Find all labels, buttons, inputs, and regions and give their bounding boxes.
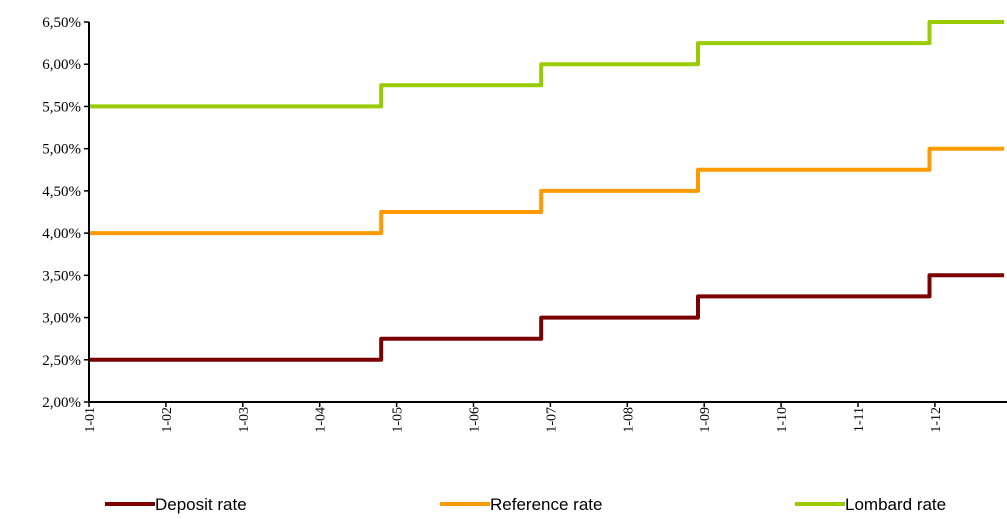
- x-tick-label: 1-04: [314, 407, 329, 433]
- x-tick-label: 1-11: [852, 407, 867, 432]
- legend: Deposit rate Reference rate Lombard rate: [105, 495, 946, 514]
- series-layer: [89, 20, 1005, 362]
- x-tick-label: 1-10: [775, 407, 790, 433]
- y-tick-label: 6,00%: [42, 57, 81, 73]
- legend-label: Deposit rate: [155, 495, 247, 514]
- x-tick-label: 1-06: [468, 407, 483, 433]
- y-tick-label: 2,00%: [42, 395, 81, 411]
- axes-layer: 2,00% 2,50% 3,00% 3,50% 4,00% 4,50% 5,00% 5,50%…: [42, 15, 1007, 433]
- y-tick-label: 2,50%: [42, 353, 81, 369]
- y-tick-label: 4,00%: [42, 226, 81, 242]
- y-tick-label: 5,50%: [42, 99, 81, 115]
- x-tick-label: 1-09: [698, 407, 713, 433]
- x-tick-label: 1-02: [160, 407, 175, 433]
- series-line-reference-rate: [89, 146, 1005, 236]
- series-line-deposit-rate: [89, 273, 1005, 362]
- y-tick-label: 4,50%: [42, 184, 81, 200]
- legend-label: Reference rate: [490, 495, 602, 514]
- x-tick-label: 1-08: [621, 407, 636, 433]
- x-tick-label: 1-05: [391, 407, 406, 433]
- y-tick-label: 5,00%: [42, 142, 81, 158]
- y-tick-label: 3,00%: [42, 311, 81, 327]
- x-tick-label: 1-12: [929, 407, 944, 433]
- x-tick-label: 1-07: [544, 407, 559, 433]
- series-line-lombard-rate: [89, 20, 1005, 109]
- y-tick-label: 6,50%: [42, 15, 81, 31]
- y-tick-label: 3,50%: [42, 268, 81, 284]
- legend-label: Lombard rate: [845, 495, 946, 514]
- x-tick-label: 1-01: [83, 407, 98, 433]
- x-tick-label: 1-03: [237, 407, 252, 433]
